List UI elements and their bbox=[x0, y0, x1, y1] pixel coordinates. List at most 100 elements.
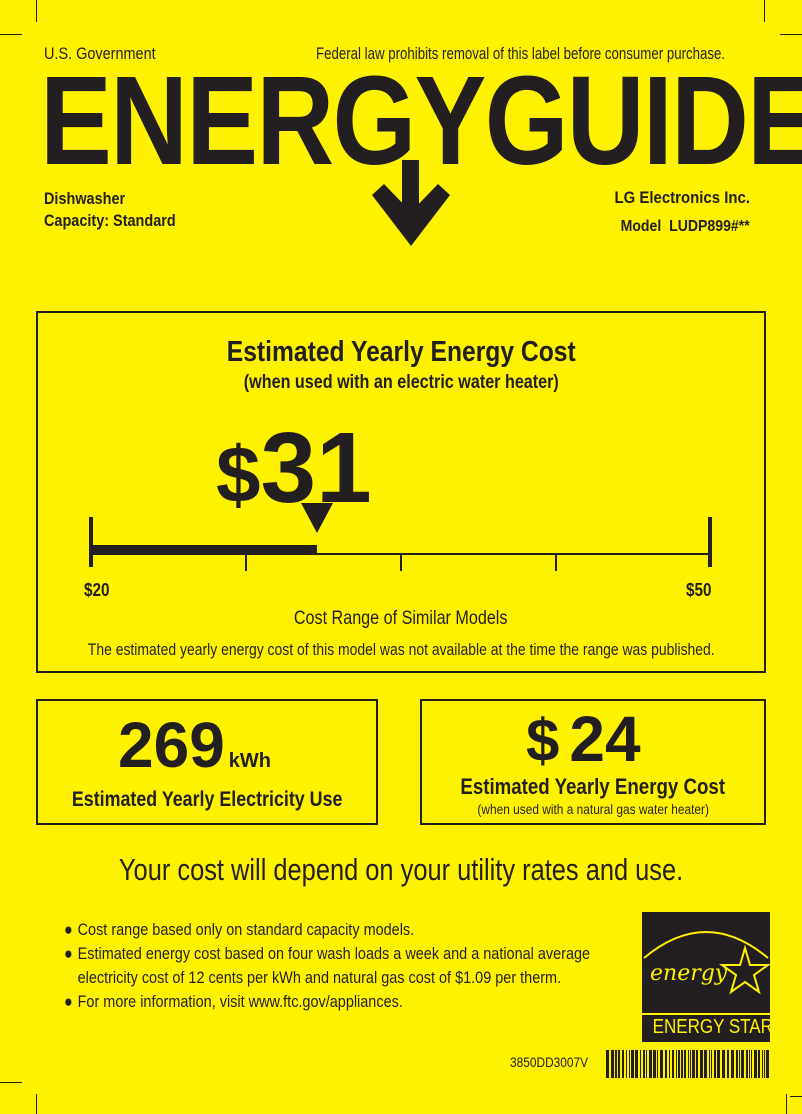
barcode-bar bbox=[704, 1050, 707, 1078]
barcode-bar bbox=[615, 1050, 617, 1078]
electricity-label: Estimated Yearly Electricity Use bbox=[71, 788, 343, 811]
barcode-bar bbox=[626, 1050, 627, 1078]
barcode-bar bbox=[640, 1050, 641, 1078]
gas-cost-panel bbox=[420, 699, 766, 825]
electricity-use-panel bbox=[36, 699, 378, 825]
range-note: The estimated yearly energy cost of this… bbox=[87, 640, 715, 659]
barcode-bar bbox=[635, 1050, 638, 1078]
barcode-bar bbox=[672, 1050, 674, 1078]
removal-notice: Federal law prohibits removal of this la… bbox=[316, 44, 726, 63]
barcode-bar bbox=[749, 1050, 750, 1078]
barcode-bar bbox=[684, 1050, 686, 1078]
energy-star-label: ENERGY STAR bbox=[652, 1016, 773, 1038]
scale-end-right bbox=[708, 517, 712, 567]
barcode-bar bbox=[736, 1050, 738, 1078]
gas-cost-sublabel: (when used with a natural gas water heat… bbox=[477, 801, 709, 817]
barcode-bar bbox=[751, 1050, 752, 1078]
manufacturer: LG Electronics Inc. bbox=[614, 188, 750, 207]
appliance-type: Dishwasher bbox=[44, 189, 126, 208]
barcode-bar bbox=[660, 1050, 663, 1078]
barcode-bar bbox=[731, 1050, 734, 1078]
barcode-bar bbox=[653, 1050, 656, 1078]
scale-fill bbox=[90, 545, 318, 555]
footnote-item: ● Estimated energy cost based on four was… bbox=[64, 944, 591, 987]
barcode-bar bbox=[766, 1050, 769, 1078]
barcode-bar bbox=[711, 1050, 712, 1078]
barcode-bar bbox=[646, 1050, 647, 1078]
barcode bbox=[606, 1050, 769, 1078]
barcode-bar bbox=[764, 1050, 765, 1078]
crop-mark bbox=[36, 1094, 37, 1114]
scale-tick bbox=[400, 555, 402, 571]
divider bbox=[642, 1013, 770, 1015]
range-caption: Cost Range of Similar Models bbox=[294, 608, 508, 629]
gas-cost-label: Estimated Yearly Energy Cost bbox=[460, 774, 726, 799]
yearly-cost-value: $31 bbox=[216, 412, 372, 524]
barcode-bar bbox=[681, 1050, 683, 1078]
barcode-bar bbox=[618, 1050, 620, 1078]
electricity-value: 269 kWh bbox=[118, 709, 271, 781]
crop-mark bbox=[0, 34, 22, 35]
yearly-cost-panel bbox=[36, 311, 766, 673]
barcode-bar bbox=[714, 1050, 716, 1078]
barcode-bar bbox=[758, 1050, 760, 1078]
crop-mark bbox=[0, 1082, 22, 1083]
crop-mark bbox=[764, 0, 765, 22]
barcode-bar bbox=[657, 1050, 658, 1078]
barcode-bar bbox=[717, 1050, 720, 1078]
energy-star-logo: energy ENERGY STAR bbox=[642, 912, 773, 1042]
barcode-bar bbox=[692, 1050, 695, 1078]
cost-marker-icon bbox=[301, 503, 334, 533]
energy-star-icon: energy bbox=[643, 931, 772, 995]
barcode-bar bbox=[700, 1050, 703, 1078]
barcode-bar bbox=[696, 1050, 698, 1078]
barcode-bar bbox=[606, 1050, 609, 1078]
crop-mark bbox=[36, 0, 37, 22]
utility-disclaimer: Your cost will depend on your utility ra… bbox=[118, 852, 684, 887]
footnotes: ● Cost range based only on standard capac… bbox=[64, 918, 704, 1014]
scale-line bbox=[90, 553, 710, 555]
barcode-bar bbox=[754, 1050, 757, 1078]
scale-tick bbox=[555, 555, 557, 571]
barcode-bar bbox=[690, 1050, 691, 1078]
barcode-bar bbox=[727, 1050, 729, 1078]
barcode-bar bbox=[665, 1050, 667, 1078]
barcode-bar bbox=[629, 1050, 630, 1078]
scale-tick bbox=[245, 555, 247, 571]
barcode-bar bbox=[622, 1050, 624, 1078]
energyguide-title: ENERGYGUIDE bbox=[40, 50, 802, 191]
footnote-item: ● For more information, visit www.ftc.gov… bbox=[64, 992, 403, 1011]
yearly-cost-title: Estimated Yearly Energy Cost bbox=[226, 336, 576, 368]
barcode-bar bbox=[746, 1050, 748, 1078]
barcode-bar bbox=[741, 1050, 744, 1078]
capacity: Capacity: Standard bbox=[44, 211, 176, 230]
range-max-label: $50 bbox=[686, 580, 712, 600]
appliance-info: Dishwasher Capacity: Standard bbox=[44, 188, 199, 232]
gas-cost-value: $24 bbox=[526, 703, 641, 775]
svg-text:energy: energy bbox=[650, 961, 728, 986]
barcode-bar bbox=[678, 1050, 680, 1078]
barcode-bar bbox=[669, 1050, 670, 1078]
barcode-bar bbox=[709, 1050, 710, 1078]
barcode-bar bbox=[762, 1050, 763, 1078]
crop-mark bbox=[780, 34, 802, 35]
yearly-cost-subtitle: (when used with an electric water heater… bbox=[243, 372, 559, 393]
footnote-item: ● Cost range based only on standard capac… bbox=[64, 920, 415, 939]
barcode-bar bbox=[739, 1050, 740, 1078]
barcode-bar bbox=[643, 1050, 645, 1078]
model-number: Model LUDP899#** bbox=[620, 218, 750, 235]
barcode-bar bbox=[688, 1050, 689, 1078]
barcode-bar bbox=[649, 1050, 652, 1078]
government-label: U.S. Government bbox=[44, 44, 156, 63]
range-min-label: $20 bbox=[84, 580, 110, 600]
crop-mark bbox=[786, 1094, 787, 1114]
scale-end-left bbox=[89, 517, 93, 567]
barcode-bar bbox=[631, 1050, 634, 1078]
barcode-text: 3850DD3007V bbox=[510, 1054, 589, 1070]
barcode-bar bbox=[676, 1050, 677, 1078]
barcode-bar bbox=[722, 1050, 725, 1078]
barcode-bar bbox=[611, 1050, 614, 1078]
arrow-down-icon bbox=[372, 160, 450, 246]
cost-range-scale bbox=[89, 503, 712, 571]
crop-mark bbox=[790, 1096, 802, 1097]
